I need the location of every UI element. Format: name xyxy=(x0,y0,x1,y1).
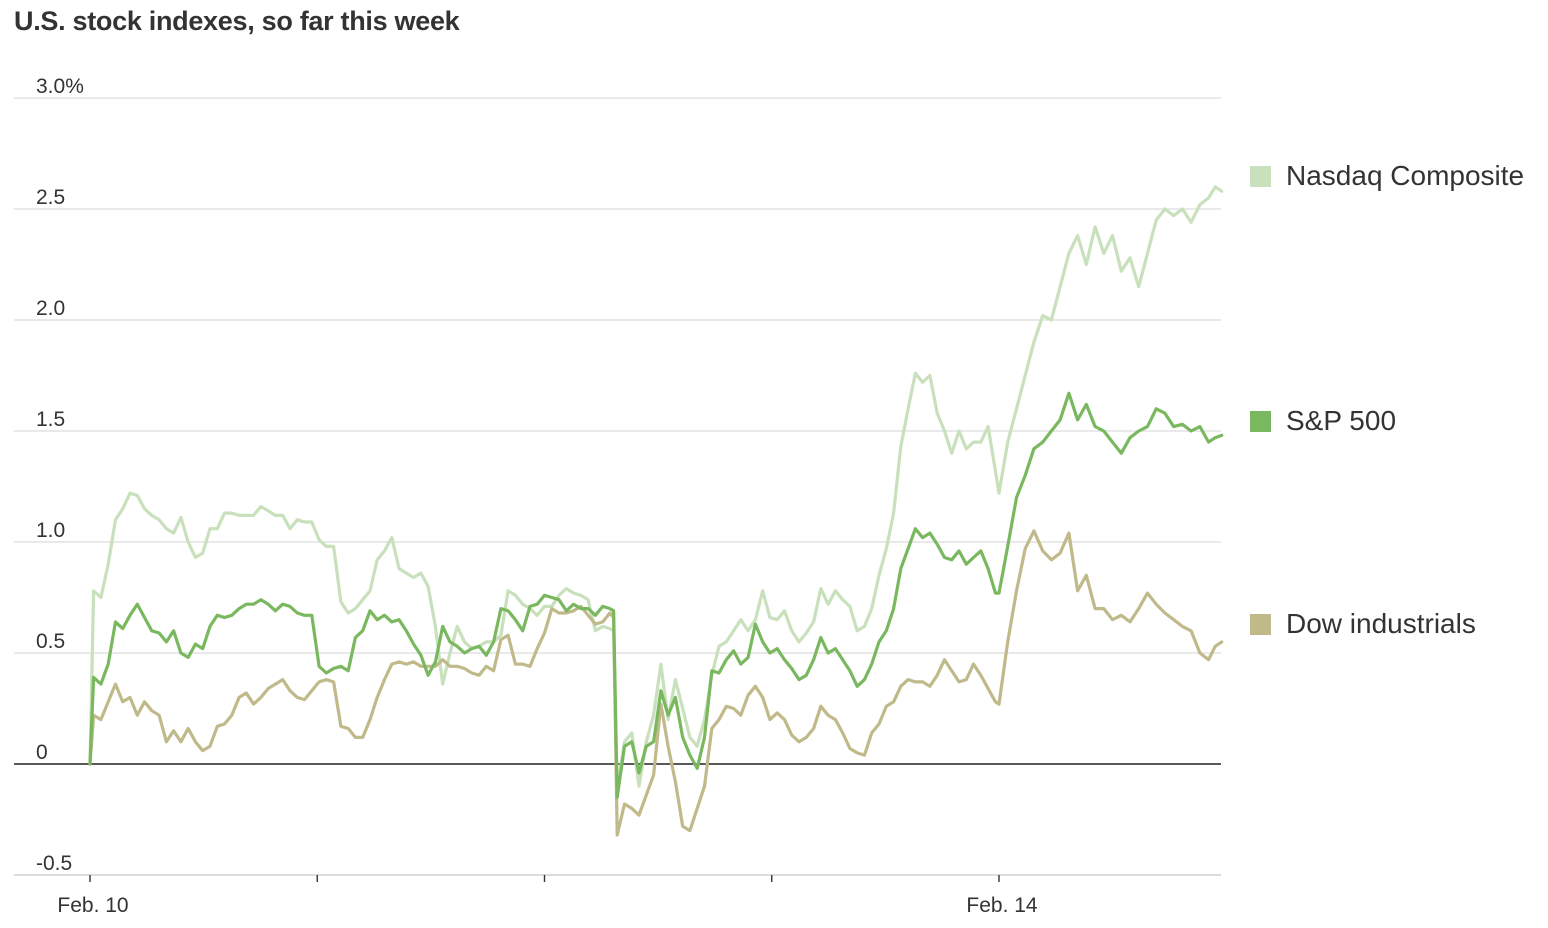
legend-item: Nasdaq Composite xyxy=(1250,160,1524,192)
legend-label: S&P 500 xyxy=(1286,405,1397,436)
legend-item: S&P 500 xyxy=(1250,405,1396,437)
series-line-dow-industrials xyxy=(88,529,1224,837)
y-tick-label: -0.5 xyxy=(36,852,72,875)
y-tick-label: 3.0% xyxy=(36,75,84,98)
y-tick-label: 2.5 xyxy=(36,186,65,209)
legend-swatch xyxy=(1250,613,1271,635)
legend-item: Dow industrials xyxy=(1250,608,1476,640)
series-lines xyxy=(88,185,1224,837)
x-axis: Feb. 10 Feb. 14 xyxy=(57,875,1038,917)
gridlines xyxy=(14,97,1221,876)
x-tick-label: Feb. 14 xyxy=(966,894,1038,917)
legend-label: Dow industrials xyxy=(1286,608,1476,639)
y-tick-label: 0 xyxy=(36,741,48,764)
y-tick-label: 1.0 xyxy=(36,519,65,542)
legend-label: Nasdaq Composite xyxy=(1286,160,1525,191)
x-tick-label: Feb. 10 xyxy=(57,894,128,917)
y-axis: 3.0% 2.5 2.0 1.5 1.0 0.5 0 -0.5 xyxy=(36,75,84,875)
y-tick-label: 0.5 xyxy=(36,630,65,653)
series-line-s-p-500 xyxy=(88,391,1224,799)
legend-swatch xyxy=(1250,165,1271,187)
y-tick-label: 2.0 xyxy=(36,297,65,320)
legend-swatch xyxy=(1250,410,1271,432)
chart-title: U.S. stock indexes, so far this week xyxy=(14,6,460,36)
y-tick-label: 1.5 xyxy=(36,408,65,431)
